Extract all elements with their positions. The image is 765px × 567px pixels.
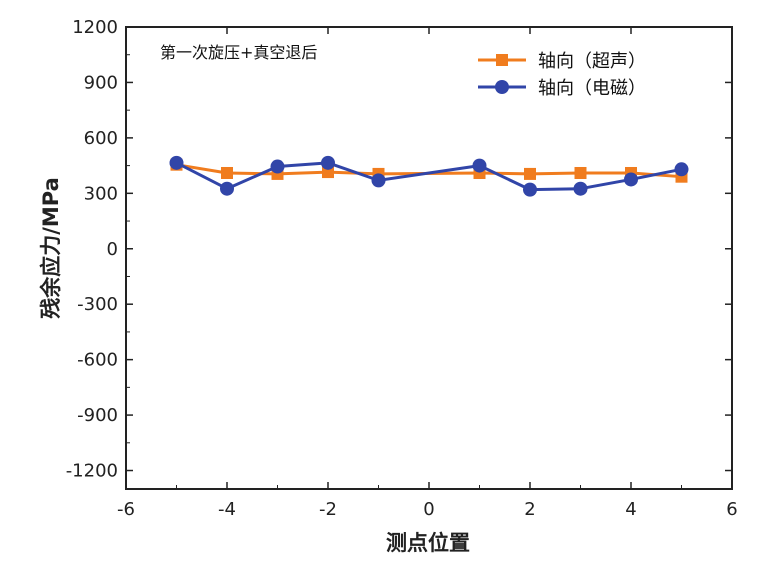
legend: 轴向（超声） 轴向（电磁） <box>478 51 646 99</box>
y-tick-label: -900 <box>77 405 118 426</box>
series-2 <box>169 155 689 197</box>
data-point <box>221 166 233 179</box>
y-tick-label: -600 <box>77 350 118 371</box>
x-tick-label: 6 <box>726 499 737 520</box>
data-point <box>674 162 689 177</box>
x-tick-label: -6 <box>117 499 135 520</box>
y-tick-label: -300 <box>77 294 118 315</box>
y-tick-label: 0 <box>107 239 118 260</box>
data-point <box>169 155 184 170</box>
x-tick-label: 0 <box>423 499 434 520</box>
series-line <box>175 161 682 192</box>
x-axis-label: 测点位置 <box>386 531 470 555</box>
legend-entry-2: 轴向（电磁） <box>478 78 646 99</box>
y-axis-label: 残余应力/MPa <box>39 177 63 319</box>
legend-marker <box>495 80 509 94</box>
data-point <box>624 172 638 187</box>
data-point <box>573 181 588 196</box>
data-point <box>524 167 536 180</box>
chart-annotation: 第一次旋压+真空退后 <box>160 43 317 62</box>
ticks: -6 -4 -2 0 2 4 6 -1200 -900 -600 -300 0 300 600 900 120… <box>66 17 738 520</box>
series-line <box>176 163 682 179</box>
y-tick-label: 300 <box>84 183 118 204</box>
data-point <box>472 158 487 173</box>
y-tick-label: 600 <box>84 128 118 149</box>
data-point <box>220 181 234 196</box>
x-tick-label: 2 <box>524 499 535 520</box>
data-point <box>523 182 537 197</box>
x-tick-label: 4 <box>625 499 636 520</box>
y-tick-label: 900 <box>84 72 118 93</box>
data-point <box>270 159 285 174</box>
y-tick-label: 1200 <box>72 17 118 38</box>
data-point <box>574 166 587 179</box>
x-tick-label: -4 <box>218 499 236 520</box>
legend-label: 轴向（电磁） <box>538 78 646 99</box>
series-layer <box>169 155 689 197</box>
legend-marker <box>496 54 508 66</box>
x-tick-label: -2 <box>319 499 337 520</box>
legend-entry-1: 轴向（超声） <box>478 51 646 72</box>
y-tick-label: -1200 <box>66 461 118 482</box>
data-point <box>371 173 386 188</box>
data-point <box>321 155 335 170</box>
legend-label: 轴向（超声） <box>538 51 646 72</box>
